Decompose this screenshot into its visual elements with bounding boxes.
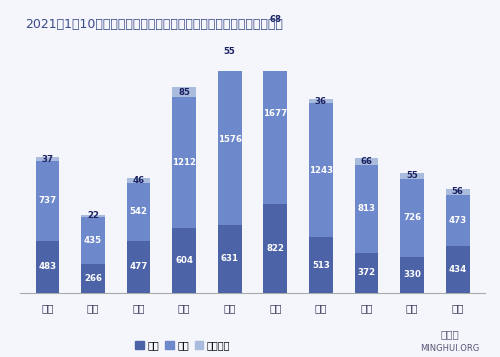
- Bar: [36, 241, 59, 293]
- Bar: [36, 157, 59, 161]
- Text: 435: 435: [84, 236, 102, 245]
- Bar: [81, 264, 105, 293]
- Text: 266: 266: [84, 274, 102, 283]
- Text: 726: 726: [403, 213, 421, 222]
- Bar: [218, 225, 242, 293]
- Text: 55: 55: [406, 171, 418, 180]
- Bar: [400, 179, 424, 257]
- Text: 明慧網: 明慧網: [440, 329, 460, 339]
- Bar: [264, 23, 287, 204]
- Bar: [400, 173, 424, 179]
- Text: 477: 477: [130, 262, 148, 271]
- Bar: [264, 16, 287, 23]
- Legend: 綁架, 騷擾, 关洗腦班: 綁架, 騷擾, 关洗腦班: [132, 337, 234, 354]
- Bar: [309, 103, 332, 237]
- Bar: [354, 252, 378, 293]
- Text: 822: 822: [266, 244, 284, 253]
- Text: 66: 66: [360, 157, 372, 166]
- Text: 1576: 1576: [218, 135, 242, 144]
- Text: MINGHUI.ORG: MINGHUI.ORG: [420, 345, 480, 353]
- Bar: [446, 246, 469, 293]
- Text: 483: 483: [38, 262, 56, 271]
- Text: 473: 473: [448, 216, 467, 225]
- Bar: [354, 165, 378, 252]
- Text: 631: 631: [220, 254, 238, 263]
- Text: 542: 542: [130, 207, 148, 216]
- Bar: [126, 241, 150, 293]
- Bar: [126, 183, 150, 241]
- Bar: [309, 237, 332, 293]
- Text: 1243: 1243: [309, 166, 333, 175]
- Text: 85: 85: [178, 87, 190, 97]
- Bar: [446, 189, 469, 195]
- Bar: [81, 217, 105, 264]
- Text: 434: 434: [448, 265, 467, 274]
- Bar: [309, 99, 332, 103]
- Text: 46: 46: [132, 176, 144, 185]
- Text: 55: 55: [224, 47, 235, 56]
- Text: 37: 37: [42, 155, 54, 164]
- Text: 330: 330: [403, 270, 421, 280]
- Bar: [126, 178, 150, 183]
- Text: 36: 36: [315, 97, 327, 106]
- Bar: [36, 161, 59, 241]
- Bar: [81, 215, 105, 217]
- Text: 1677: 1677: [263, 109, 287, 118]
- Text: 22: 22: [87, 211, 99, 220]
- Text: 2021年1～10月中国法轮功学员遭中共绑架、骚扰、洗脑迫害人次统计: 2021年1～10月中国法轮功学员遭中共绑架、骚扰、洗脑迫害人次统计: [25, 18, 283, 31]
- Bar: [400, 257, 424, 293]
- Text: 737: 737: [38, 196, 56, 205]
- Text: 372: 372: [358, 268, 376, 277]
- Bar: [354, 158, 378, 165]
- Text: 513: 513: [312, 261, 330, 270]
- Bar: [172, 97, 196, 227]
- Text: 56: 56: [452, 187, 464, 196]
- Bar: [172, 87, 196, 97]
- Bar: [218, 55, 242, 225]
- Text: 604: 604: [175, 256, 193, 265]
- Text: 813: 813: [358, 204, 376, 213]
- Bar: [172, 227, 196, 293]
- Text: 68: 68: [270, 15, 281, 24]
- Bar: [446, 195, 469, 246]
- Bar: [264, 204, 287, 293]
- Bar: [218, 49, 242, 55]
- Text: 1212: 1212: [172, 157, 196, 167]
